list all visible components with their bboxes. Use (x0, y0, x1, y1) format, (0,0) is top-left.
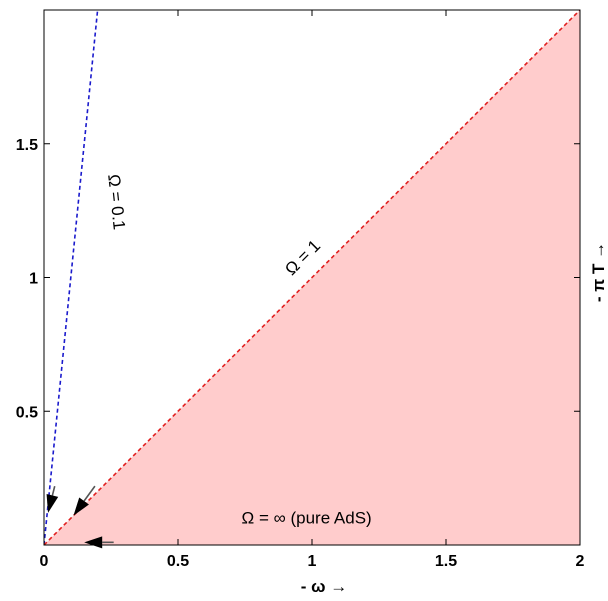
arrow-head (46, 493, 59, 513)
x-axis-label: - ω → (301, 577, 347, 596)
plot-area (44, 10, 580, 545)
y-tick-label: 1.5 (16, 137, 38, 154)
y-axis-label: - π T → (589, 242, 608, 302)
x-tick-label: 1.5 (435, 553, 457, 570)
arrow-2 (73, 485, 96, 516)
x-tick-label: 0.5 (167, 553, 189, 570)
series-line-omega-1 (44, 10, 580, 545)
region-label-pure-ads: Ω = ∞ (pure AdS) (242, 509, 372, 528)
arrow-head (73, 497, 89, 516)
y-tick-label: 0.5 (16, 404, 38, 421)
x-tick-label: 1 (308, 553, 317, 570)
arrow-1 (46, 485, 59, 513)
x-tick-label: 0 (40, 553, 49, 570)
y-tick-label: 1 (29, 271, 38, 288)
series-line-omega-0-1 (44, 10, 99, 545)
x-tick-label: 2 (576, 553, 585, 570)
